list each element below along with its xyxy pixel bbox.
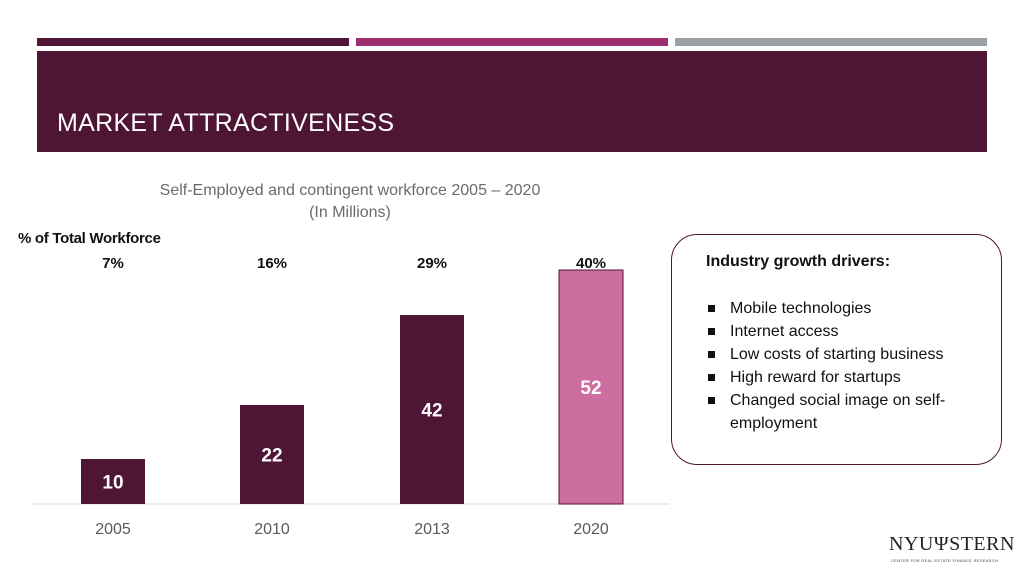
growth-driver-text: Low costs of starting business xyxy=(730,346,944,363)
growth-driver-item: High reward for startups xyxy=(706,366,996,389)
bullet-icon xyxy=(708,328,715,335)
pct-workforce-label: 40% xyxy=(576,255,606,272)
bar-value-label: 22 xyxy=(261,446,282,467)
bar-chart: 10 2005 7% 22 2010 16% 42 2013 29% 52 2020 40% xyxy=(33,255,670,538)
bar-2005 xyxy=(81,459,145,504)
pct-workforce-label: 29% xyxy=(417,255,447,272)
title-band: MARKET ATTRACTIVENESS xyxy=(37,51,987,152)
accent-stripe-1 xyxy=(37,38,349,46)
growth-driver-text: Mobile technologies xyxy=(730,300,872,317)
x-tick-label: 2010 xyxy=(254,521,290,538)
bullet-icon xyxy=(708,374,715,381)
bar-2010 xyxy=(240,405,304,504)
pct-of-workforce-label: % of Total Workforce xyxy=(18,230,161,247)
bar-value-label: 42 xyxy=(421,401,442,422)
accent-stripe-3 xyxy=(675,38,987,46)
growth-driver-item: Changed social image on self-employment xyxy=(706,389,996,435)
bullet-icon xyxy=(708,305,715,312)
accent-stripe-2 xyxy=(356,38,668,46)
growth-driver-item: Mobile technologies xyxy=(706,297,996,320)
growth-driver-text: Changed social image on self-employment xyxy=(730,392,946,432)
bullet-icon xyxy=(708,397,715,404)
logo-subtext: CENTER FOR REAL ESTATE FINANCE RESEARCH xyxy=(891,558,999,563)
bar-2020 xyxy=(558,269,624,505)
slide-title: MARKET ATTRACTIVENESS xyxy=(57,109,395,137)
growth-driver-text: High reward for startups xyxy=(730,369,901,386)
growth-driver-text: Internet access xyxy=(730,323,839,340)
chart-title-line: Self-Employed and contingent workforce 2… xyxy=(159,182,541,199)
chart-title: Self-Employed and contingent workforce 2… xyxy=(40,180,660,224)
x-tick-label: 2020 xyxy=(573,521,609,538)
growth-driver-item: Low costs of starting business xyxy=(706,343,996,366)
growth-driver-item: Internet access xyxy=(706,320,996,343)
bar-value-label: 10 xyxy=(102,473,123,494)
pct-workforce-label: 16% xyxy=(257,255,287,272)
bar-2013 xyxy=(400,315,464,504)
bar-value-label: 52 xyxy=(580,378,601,399)
pct-workforce-label: 7% xyxy=(102,255,124,272)
bullet-icon xyxy=(708,351,715,358)
growth-drivers-list: Mobile technologies Internet access Low co… xyxy=(706,297,996,435)
nyu-stern-logo: NYUΨSTERN CENTER FOR REAL ESTATE FINANCE… xyxy=(889,533,1014,565)
x-tick-label: 2005 xyxy=(95,521,131,538)
chart-subtitle: (In Millions) xyxy=(309,204,391,221)
growth-drivers-box: Industry growth drivers: Mobile technolo… xyxy=(671,234,1002,465)
x-tick-label: 2013 xyxy=(414,521,450,538)
growth-drivers-heading: Industry growth drivers: xyxy=(706,253,891,270)
logo-wordmark: NYUΨSTERN xyxy=(889,533,1015,555)
